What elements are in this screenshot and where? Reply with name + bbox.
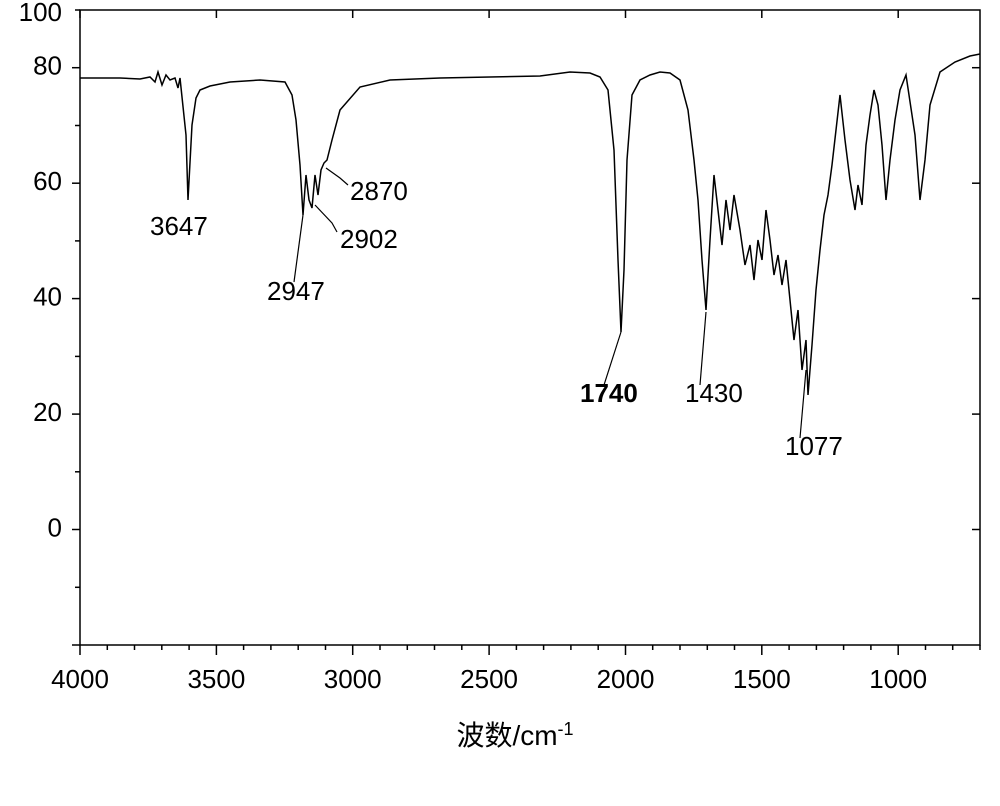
peak-1430: 1430 bbox=[685, 378, 743, 408]
peak-2870: 2870 bbox=[350, 176, 408, 206]
top-ticks bbox=[80, 10, 898, 18]
y-axis-labels: 0 20 40 60 80 100 bbox=[19, 0, 62, 542]
y-tick-4: 80 bbox=[33, 51, 62, 81]
x-tick-1: 3500 bbox=[187, 664, 245, 694]
peak-2947: 2947 bbox=[267, 276, 325, 306]
x-tick-3: 2500 bbox=[460, 664, 518, 694]
ir-spectrum-chart: 0 20 40 60 80 100 bbox=[0, 0, 1000, 806]
spectrum-line bbox=[80, 54, 980, 395]
chart-svg: 0 20 40 60 80 100 bbox=[0, 0, 1000, 806]
peak-3647: 3647 bbox=[150, 211, 208, 241]
x-tick-5: 1500 bbox=[733, 664, 791, 694]
peak-1077: 1077 bbox=[785, 431, 843, 461]
y-tick-3: 60 bbox=[33, 166, 62, 196]
y-tick-5: 100 bbox=[19, 0, 62, 27]
x-axis-label: 波数/cm-1 bbox=[456, 719, 573, 751]
peak-1740: 1740 bbox=[580, 378, 638, 408]
peak-2902: 2902 bbox=[340, 224, 398, 254]
x-axis-labels: 4000 3500 3000 2500 2000 1500 1000 bbox=[51, 664, 927, 694]
y-tick-1: 20 bbox=[33, 397, 62, 427]
y-tick-2: 40 bbox=[33, 281, 62, 311]
y-tick-0: 0 bbox=[48, 512, 62, 542]
x-axis-ticks bbox=[80, 645, 898, 655]
y-axis-ticks bbox=[72, 10, 80, 645]
x-tick-0: 4000 bbox=[51, 664, 109, 694]
x-tick-2: 3000 bbox=[324, 664, 382, 694]
peak-labels: 3647 2947 2902 2870 1740 1430 1077 bbox=[150, 176, 843, 461]
x-tick-4: 2000 bbox=[597, 664, 655, 694]
x-tick-6: 1000 bbox=[869, 664, 927, 694]
right-ticks bbox=[972, 68, 980, 530]
plot-frame bbox=[80, 10, 980, 645]
